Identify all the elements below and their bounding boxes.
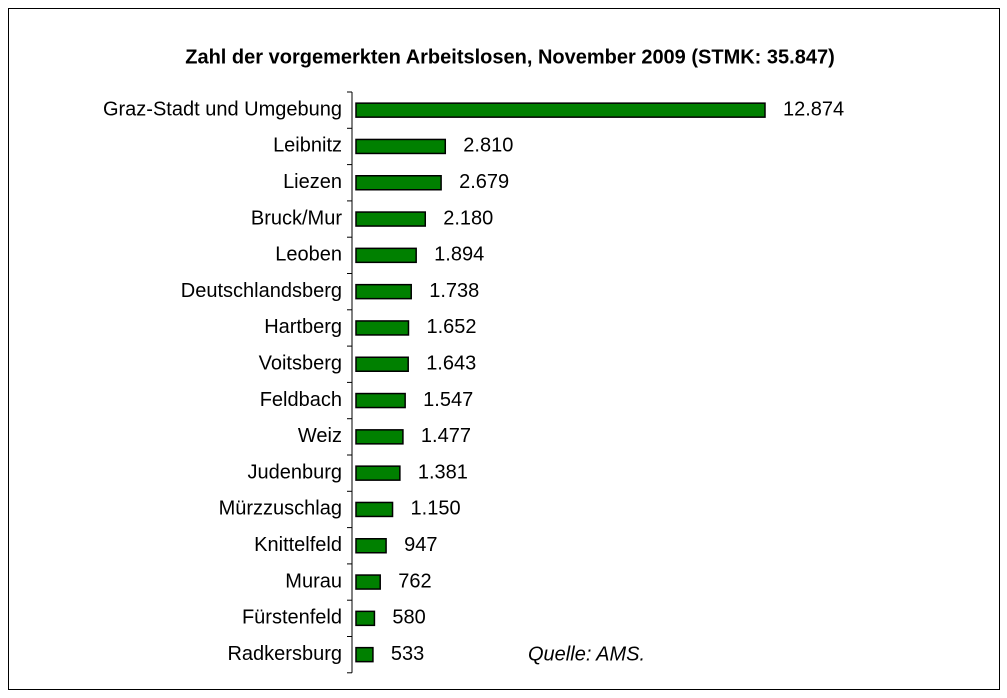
value-label: 12.874	[783, 98, 844, 120]
value-label: 2.679	[459, 171, 509, 193]
category-label: Mürzzuschlag	[219, 498, 342, 520]
value-label: 2.180	[443, 207, 493, 229]
value-label: 1.547	[423, 389, 473, 411]
category-label: Weiz	[298, 425, 342, 447]
bar	[355, 392, 406, 409]
category-label: Leibnitz	[273, 135, 342, 157]
value-label: 1.652	[426, 316, 476, 338]
bar	[355, 465, 401, 481]
value-label: 2.810	[463, 135, 513, 157]
category-label: Voitsberg	[259, 353, 342, 375]
annotation: Quelle: AMS.	[528, 643, 645, 665]
value-label: 1.894	[434, 244, 484, 266]
bar	[355, 574, 381, 590]
category-label: Graz-Stadt und Umgebung	[103, 98, 342, 120]
value-label: 580	[392, 607, 425, 629]
category-label: Feldbach	[260, 389, 342, 411]
value-label: 1.477	[421, 425, 471, 447]
value-label: 1.738	[429, 280, 479, 302]
chart-border	[8, 8, 1000, 690]
category-label: Radkersburg	[227, 643, 342, 665]
bar	[355, 646, 374, 663]
value-label: 762	[398, 570, 431, 592]
bar	[355, 429, 404, 445]
value-label: 533	[391, 643, 424, 665]
value-label: 1.643	[426, 353, 476, 375]
chart-title: Zahl der vorgemerkten Arbeitslosen, Nove…	[185, 46, 834, 68]
bar	[355, 356, 409, 372]
category-label: Bruck/Mur	[251, 207, 342, 229]
bar	[355, 538, 387, 554]
category-label: Murau	[285, 570, 342, 592]
bar	[355, 610, 376, 627]
category-label: Judenburg	[247, 461, 342, 483]
bar	[355, 211, 427, 227]
category-label: Deutschlandsberg	[181, 280, 342, 302]
category-label: Fürstenfeld	[242, 607, 342, 629]
bar	[355, 320, 410, 336]
bar	[355, 283, 412, 300]
category-label: Knittelfeld	[254, 534, 342, 556]
bar	[355, 501, 394, 518]
value-label: 947	[404, 534, 437, 556]
value-label: 1.381	[418, 461, 468, 483]
category-label: Hartberg	[264, 316, 342, 338]
bar	[355, 247, 417, 264]
category-label: Leoben	[275, 244, 342, 266]
bar	[355, 138, 447, 155]
bar	[355, 102, 766, 118]
bar	[355, 175, 442, 191]
value-label: 1.150	[411, 498, 461, 520]
category-label: Liezen	[283, 171, 342, 193]
